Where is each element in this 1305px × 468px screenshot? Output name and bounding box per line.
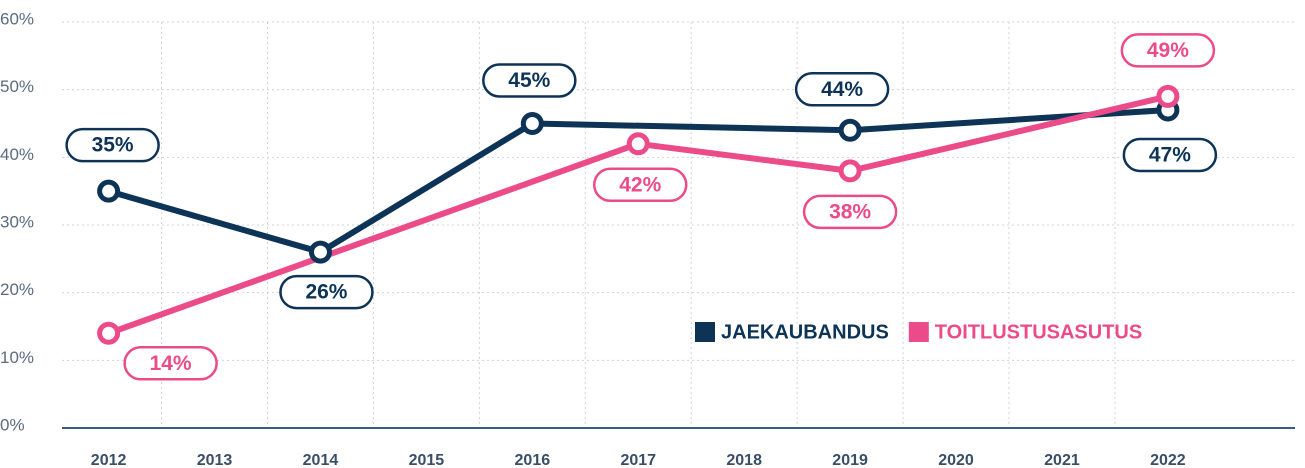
x-tick-label: 2015 (409, 452, 445, 468)
legend-swatch (908, 322, 929, 342)
x-tick-label: 2019 (832, 452, 868, 468)
y-tick-label: 10% (0, 348, 34, 367)
label-box (279, 274, 374, 310)
marker (308, 240, 332, 264)
value-label: 38% (829, 200, 871, 223)
y-tick-label: 60% (0, 9, 34, 28)
value-label: 44% (821, 78, 863, 101)
x-tick-label: 2014 (303, 452, 339, 468)
marker (97, 179, 121, 203)
x-tick-label: 2018 (726, 452, 762, 468)
x-tick-label: 2020 (938, 452, 974, 468)
value-label: 42% (619, 173, 661, 196)
value-label: 26% (305, 281, 347, 304)
value-label: 14% (150, 352, 192, 375)
marker (97, 321, 121, 345)
line (107, 93, 1169, 337)
y-tick-label: 0% (0, 415, 25, 434)
y-tick-label: 30% (0, 212, 34, 231)
y-tick-label: 20% (0, 280, 34, 299)
x-tick-label: 2017 (620, 452, 656, 468)
legend-label: TOITLUSTUSASUTUS (935, 321, 1142, 343)
label-box (65, 127, 160, 163)
value-label: 49% (1147, 39, 1189, 62)
x-tick-label: 2012 (91, 452, 127, 468)
label-box (1122, 137, 1218, 173)
y-tick-label: 40% (0, 145, 34, 164)
y-tick-label: 50% (0, 77, 34, 96)
marker (838, 118, 862, 142)
marker (626, 132, 650, 156)
label-box (482, 63, 577, 98)
x-tick-label: 2021 (1044, 452, 1080, 468)
legend-swatch (695, 322, 715, 342)
label-box (1120, 33, 1216, 68)
marker (520, 112, 544, 135)
label-box (123, 346, 218, 381)
value-label: 35% (92, 134, 134, 157)
value-label: 47% (1149, 144, 1191, 167)
legend-label: JAEKAUBANDUS (721, 321, 889, 343)
label-box (802, 194, 898, 230)
label-box (592, 167, 688, 203)
label-box (794, 72, 890, 107)
marker (1156, 84, 1180, 108)
marker (838, 159, 862, 183)
value-label: 45% (508, 69, 550, 92)
x-tick-label: 2013 (197, 452, 233, 468)
x-tick-label: 2022 (1150, 452, 1186, 468)
x-tick-label: 2016 (515, 452, 551, 468)
